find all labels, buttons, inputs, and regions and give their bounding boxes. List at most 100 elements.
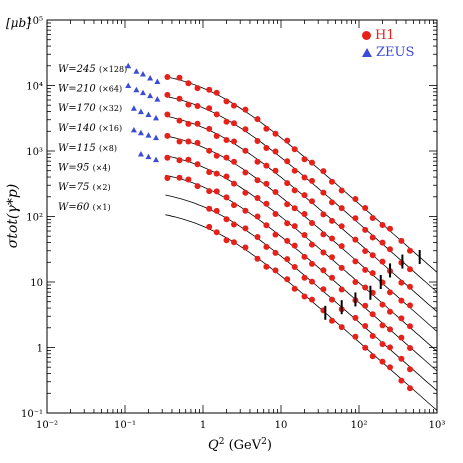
- zeus-point: [153, 156, 160, 163]
- h1-point: [223, 173, 230, 180]
- curve-label: W=95 (×4): [58, 162, 111, 173]
- h1-point: [338, 286, 345, 293]
- h1-point: [284, 256, 291, 263]
- zeus-point: [153, 134, 160, 141]
- h1-point: [291, 187, 298, 194]
- h1-point: [284, 201, 291, 208]
- h1-point: [338, 223, 345, 230]
- h1-point: [309, 260, 315, 267]
- curve-label: W=140 (×16): [58, 123, 122, 134]
- y-axis-label: σtot(γ*p): [5, 184, 21, 249]
- h1-point: [176, 74, 183, 81]
- h1-point: [320, 286, 327, 293]
- zeus-point: [139, 89, 146, 96]
- h1-point: [329, 178, 335, 185]
- h1-point: [242, 106, 249, 113]
- h1-point: [291, 264, 298, 270]
- h1-point: [407, 283, 413, 290]
- y-tick-label: 10³: [26, 147, 43, 158]
- h1-point: [379, 322, 386, 329]
- h1-point: [263, 125, 270, 132]
- y-tick-label: 1: [37, 344, 43, 355]
- h1-point: [379, 341, 386, 348]
- h1-point: [194, 120, 201, 127]
- h1-point: [185, 176, 192, 183]
- y-tick-label: 10⁻¹: [21, 409, 43, 420]
- h1-point: [254, 158, 261, 165]
- zeus-point: [133, 68, 140, 74]
- h1-point: [185, 138, 192, 145]
- zeus-point: [125, 82, 132, 88]
- h1-point: [329, 254, 335, 261]
- h1-point: [254, 234, 261, 240]
- h1-point: [398, 355, 405, 362]
- zeus-point: [147, 75, 154, 81]
- h1-point: [213, 133, 220, 139]
- h1-point: [272, 211, 279, 217]
- h1-point: [291, 242, 298, 249]
- zeus-point: [137, 150, 144, 157]
- h1-point: [352, 279, 359, 285]
- h1-point: [263, 145, 270, 151]
- h1-point: [309, 198, 315, 205]
- h1-point: [185, 156, 192, 163]
- h1-point: [254, 138, 261, 144]
- h1-point: [398, 237, 405, 244]
- y-tick-label: 10²: [26, 213, 43, 224]
- h1-point: [369, 333, 376, 339]
- y-tick-label: 10: [30, 278, 43, 289]
- h1-point: [301, 211, 308, 217]
- h1-point: [301, 232, 308, 238]
- h1-point: [309, 159, 315, 166]
- h1-point: [291, 223, 298, 230]
- h1-point: [379, 301, 386, 308]
- h1-point: [309, 177, 315, 184]
- h1-point: [301, 156, 308, 163]
- h1-point: [206, 125, 213, 132]
- h1-point: [301, 192, 308, 199]
- x-tick-label: 10²: [351, 420, 368, 431]
- h1-point: [185, 80, 192, 87]
- h1-point: [284, 276, 291, 283]
- curve-label: W=75 (×2): [58, 182, 111, 193]
- h1-point: [309, 296, 315, 303]
- h1-point: [291, 205, 298, 212]
- h1-point: [320, 211, 327, 218]
- h1-point: [407, 266, 413, 273]
- zeus-point: [130, 126, 137, 133]
- h1-point: [338, 243, 345, 250]
- h1-point: [407, 345, 413, 351]
- zeus-marker-icon: [362, 48, 372, 57]
- h1-point: [387, 225, 393, 232]
- h1-point: [338, 264, 345, 271]
- h1-point: [352, 215, 359, 222]
- h1-point: [362, 323, 369, 329]
- h1-point: [379, 222, 386, 228]
- h1-point: [206, 105, 213, 112]
- h1-point: [176, 95, 183, 102]
- h1-point: [223, 154, 230, 161]
- h1-point: [369, 234, 376, 241]
- y-tick-label: 10⁵: [26, 16, 43, 27]
- h1-point: [176, 138, 183, 145]
- zeus-point: [139, 70, 146, 77]
- h1-point: [291, 146, 298, 153]
- h1-point: [291, 167, 298, 174]
- h1-point: [272, 148, 279, 155]
- zeus-point: [154, 96, 161, 102]
- h1-point: [164, 132, 171, 139]
- h1-point: [213, 111, 220, 118]
- h1-point: [320, 168, 327, 175]
- h1-point: [223, 216, 230, 223]
- h1-point: [398, 377, 405, 384]
- h1-point: [284, 180, 291, 187]
- h1-point: [284, 137, 291, 144]
- fit-curve-1: [165, 95, 438, 293]
- h1-point: [176, 157, 183, 164]
- h1-point: [194, 183, 201, 190]
- curve-label: W=210 (×64): [58, 83, 122, 94]
- zeus-point: [137, 108, 144, 115]
- h1-point: [284, 237, 291, 244]
- h1-point: [338, 324, 345, 331]
- h1-point: [213, 89, 220, 96]
